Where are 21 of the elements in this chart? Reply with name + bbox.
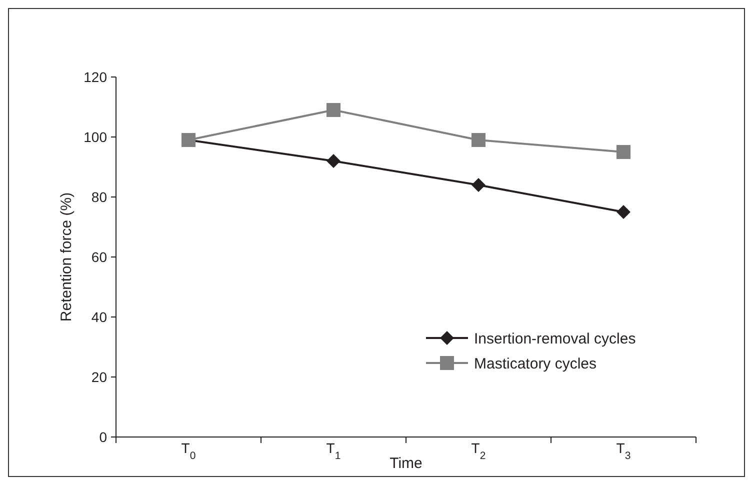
x-tick-label: T$_{1}$ [326, 440, 341, 462]
x-axis-title: Time [390, 455, 422, 472]
y-tick-label: 60 [91, 248, 108, 265]
point [326, 154, 340, 168]
point [472, 133, 486, 147]
legend-label: Masticatory cycles [474, 355, 597, 372]
y-tick-label: 40 [91, 308, 108, 325]
point [616, 145, 630, 159]
point [616, 205, 630, 219]
point [472, 178, 486, 192]
point [326, 103, 340, 117]
legend-label: Insertion-removal cycles [474, 330, 636, 348]
x-tick-label: T$_{2}$ [471, 440, 486, 462]
y-tick-label: 20 [91, 368, 108, 385]
x-tick-label: T$_{0}$ [181, 440, 196, 462]
y-tick-label: 0 [99, 428, 108, 445]
y-tick-label: 80 [91, 188, 108, 205]
y-tick-label: 100 [84, 128, 108, 145]
y-tick-label: 120 [84, 68, 108, 85]
y-axis-title: Retention force (%) [58, 192, 75, 322]
x-tick-label: T$_{3}$ [616, 440, 631, 462]
